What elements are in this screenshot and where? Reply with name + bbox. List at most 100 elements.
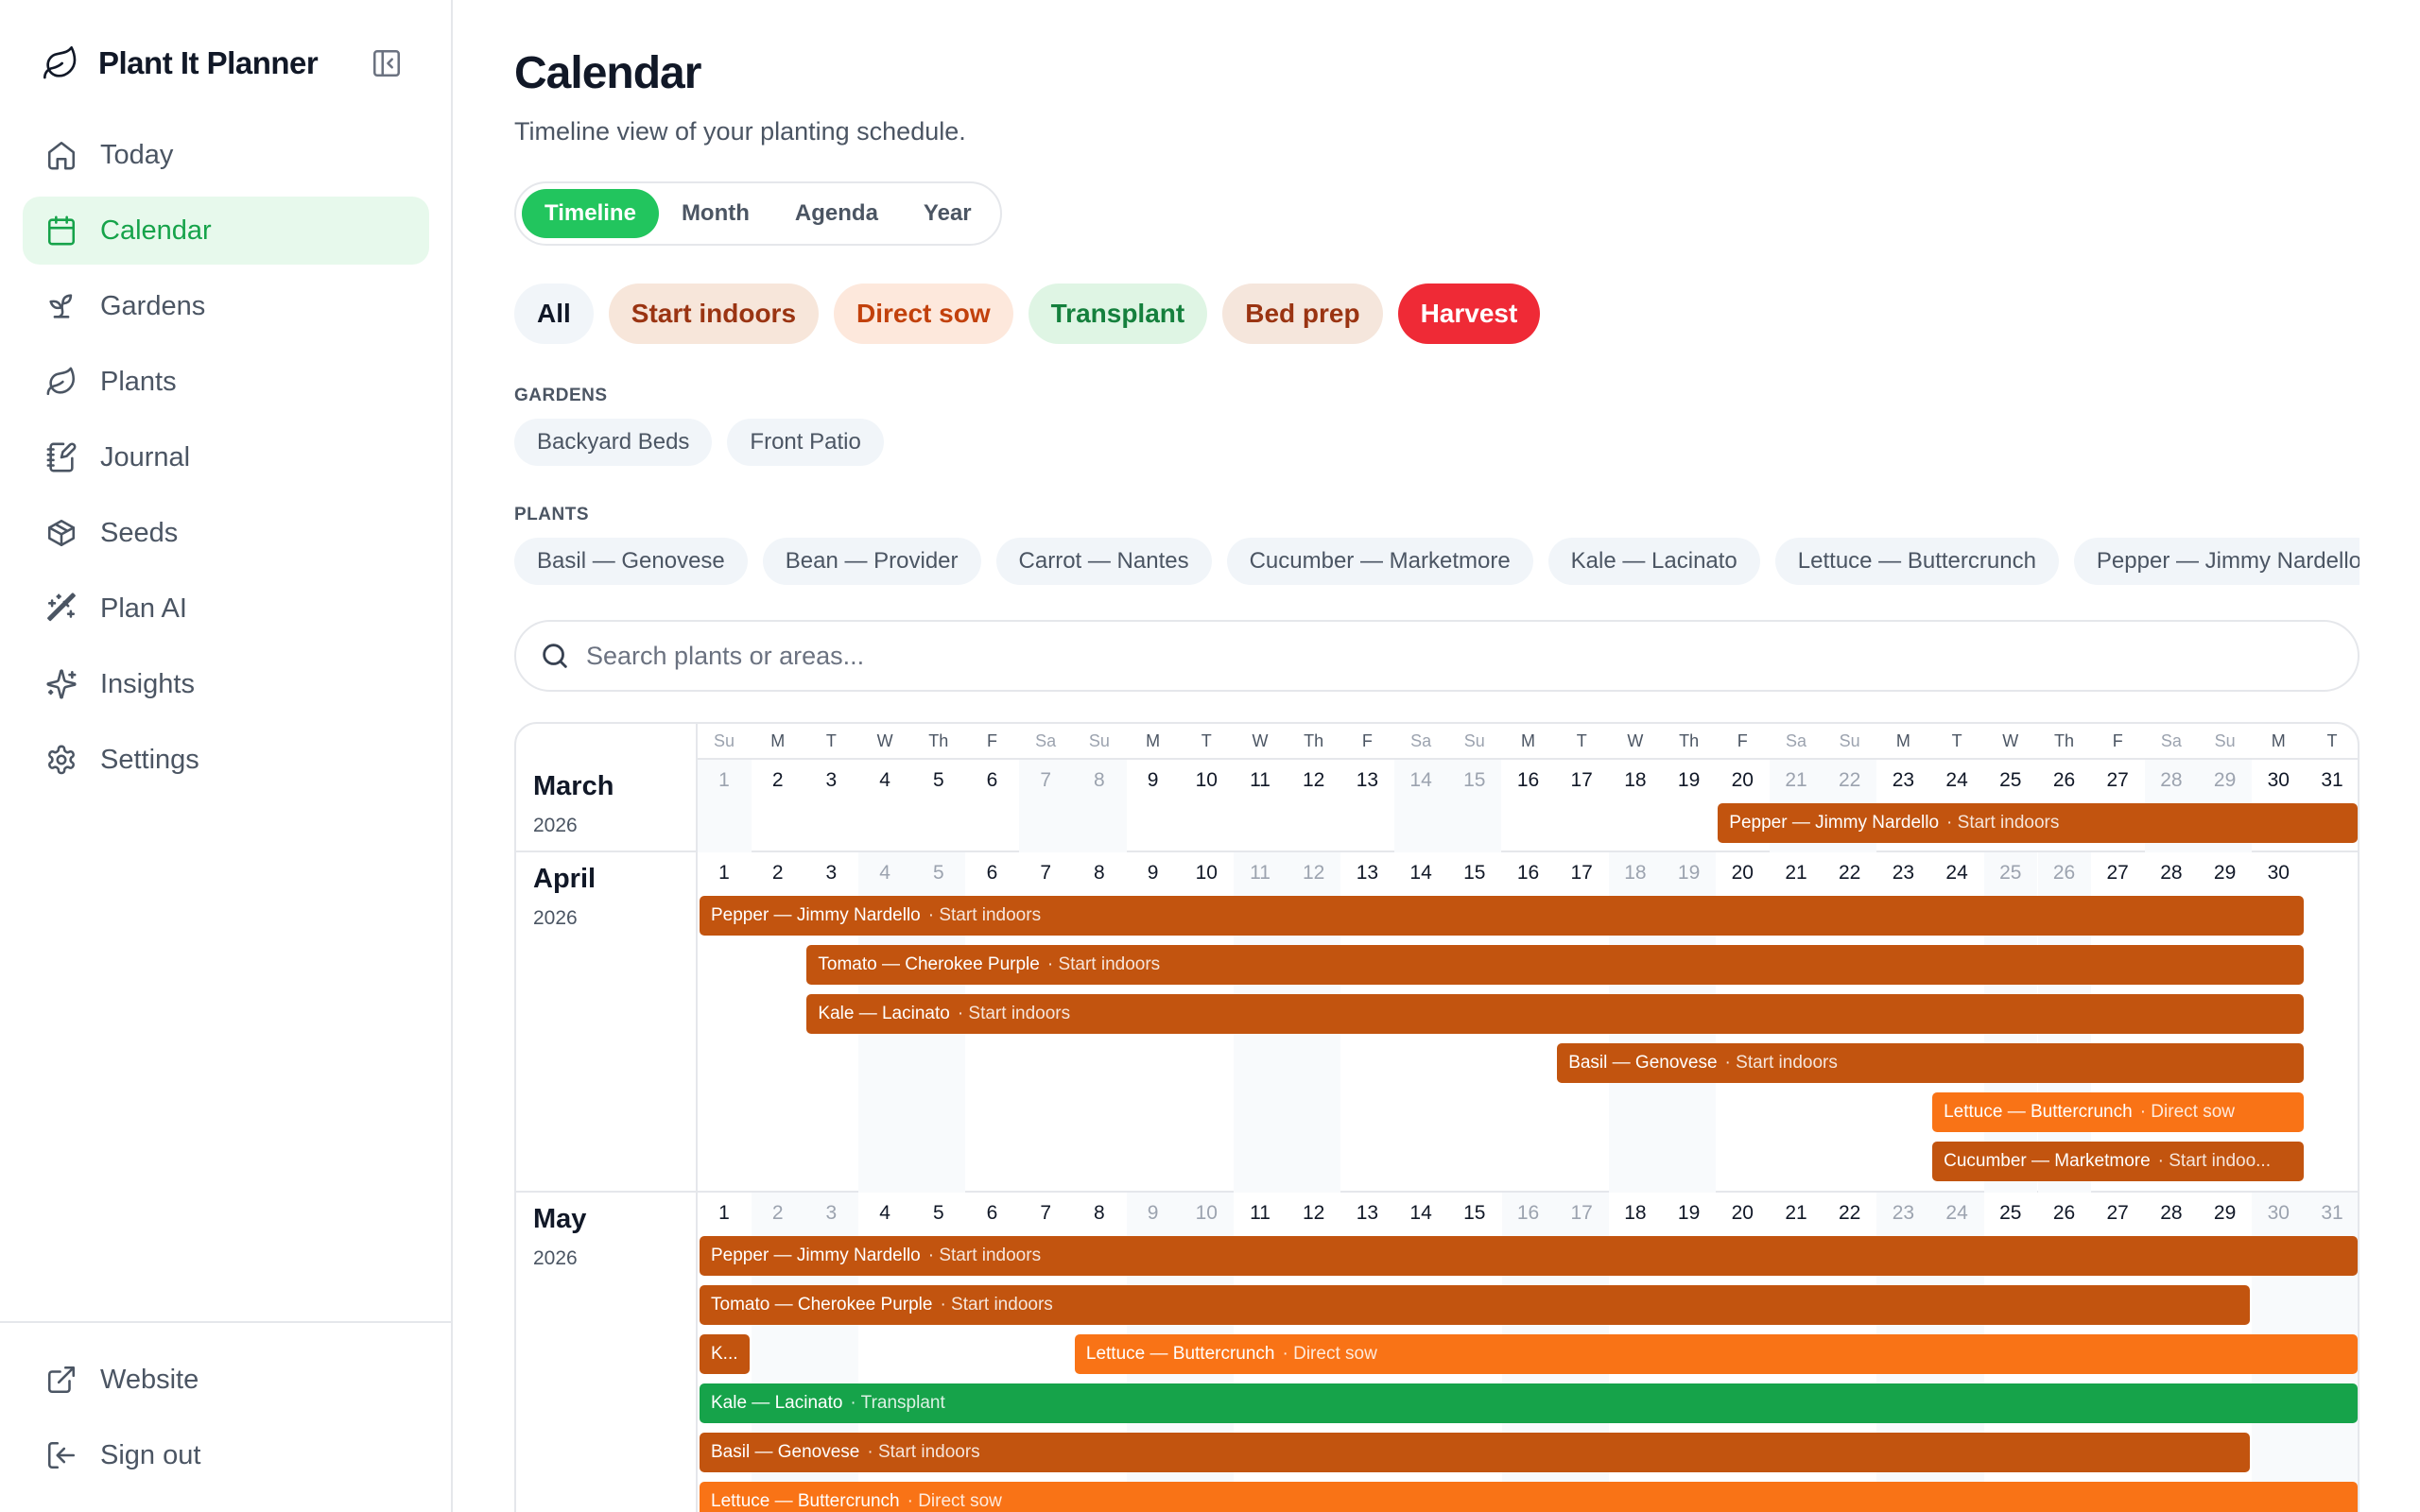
day-number[interactable]: 22 bbox=[1839, 862, 1861, 884]
sidebar-item-calendar[interactable]: Calendar bbox=[23, 197, 429, 265]
tab-agenda[interactable]: Agenda bbox=[794, 200, 878, 226]
day-number[interactable]: 17 bbox=[1570, 862, 1593, 884]
day-number[interactable]: 1 bbox=[718, 862, 730, 884]
day-number[interactable]: 3 bbox=[825, 1202, 838, 1224]
event-bar[interactable]: Lettuce — Buttercrunch · Direct sow bbox=[1932, 1092, 2304, 1132]
day-number[interactable]: 22 bbox=[1839, 769, 1861, 791]
event-bar[interactable]: Tomato — Cherokee Purple · Start indoors bbox=[700, 1285, 2251, 1325]
day-number[interactable]: 24 bbox=[1945, 1202, 1968, 1224]
day-number[interactable]: 25 bbox=[1999, 1202, 2022, 1224]
day-number[interactable]: 29 bbox=[2213, 862, 2237, 884]
day-number[interactable]: 27 bbox=[2106, 862, 2129, 884]
day-number[interactable]: 6 bbox=[986, 1202, 998, 1224]
sidebar-item-website[interactable]: Website bbox=[23, 1346, 430, 1414]
day-number[interactable]: 20 bbox=[1731, 862, 1754, 884]
day-number[interactable]: 14 bbox=[1409, 862, 1432, 884]
day-number[interactable]: 27 bbox=[2106, 1202, 2129, 1224]
day-number[interactable]: 6 bbox=[986, 769, 998, 791]
day-number[interactable]: 15 bbox=[1463, 862, 1486, 884]
day-number[interactable]: 2 bbox=[771, 862, 784, 884]
day-number[interactable]: 3 bbox=[825, 769, 838, 791]
day-number[interactable]: 8 bbox=[1094, 862, 1105, 884]
plant-pill[interactable]: Carrot — Nantes bbox=[995, 538, 1212, 585]
day-number[interactable]: 10 bbox=[1195, 769, 1218, 791]
day-number[interactable]: 27 bbox=[2106, 769, 2129, 791]
plant-pill[interactable]: Cucumber — Marketmore bbox=[1226, 538, 1533, 585]
day-number[interactable]: 29 bbox=[2213, 1202, 2237, 1224]
day-number[interactable]: 12 bbox=[1303, 862, 1325, 884]
event-bar[interactable]: Kale — Lacinato · Start indoors bbox=[806, 994, 2304, 1034]
sidebar-item-sign-out[interactable]: Sign out bbox=[23, 1421, 430, 1489]
day-number[interactable]: 8 bbox=[1094, 769, 1105, 791]
day-number[interactable]: 18 bbox=[1624, 1202, 1647, 1224]
day-number[interactable]: 14 bbox=[1409, 769, 1432, 791]
day-number[interactable]: 8 bbox=[1094, 1202, 1105, 1224]
collapse-sidebar-icon[interactable] bbox=[371, 47, 403, 79]
day-number[interactable]: 26 bbox=[2052, 862, 2076, 884]
day-number[interactable]: 11 bbox=[1250, 862, 1270, 884]
day-number[interactable]: 21 bbox=[1785, 1202, 1807, 1224]
sidebar-item-settings[interactable]: Settings bbox=[23, 726, 429, 794]
sidebar-item-gardens[interactable]: Gardens bbox=[23, 272, 429, 340]
day-number[interactable]: 1 bbox=[718, 769, 730, 791]
day-number[interactable]: 28 bbox=[2160, 769, 2183, 791]
day-number[interactable]: 19 bbox=[1677, 769, 1701, 791]
day-number[interactable]: 18 bbox=[1624, 769, 1647, 791]
day-number[interactable]: 9 bbox=[1147, 769, 1159, 791]
search-input[interactable] bbox=[586, 641, 2288, 671]
tab-year[interactable]: Year bbox=[923, 200, 972, 226]
filter-start-indoors[interactable]: Start indoors bbox=[608, 284, 820, 344]
plant-pill[interactable]: Kale — Lacinato bbox=[1547, 538, 1760, 585]
day-number[interactable]: 2 bbox=[771, 769, 784, 791]
event-bar[interactable]: Basil — Genovese · Start indoors bbox=[1557, 1043, 2304, 1083]
event-bar[interactable]: Lettuce — Buttercrunch · Direct sow bbox=[700, 1482, 2358, 1512]
day-number[interactable]: 10 bbox=[1195, 862, 1218, 884]
day-number[interactable]: 25 bbox=[1999, 769, 2022, 791]
event-bar[interactable]: Pepper — Jimmy Nardello · Start indoors bbox=[1718, 803, 2358, 843]
garden-pill[interactable]: Front Patio bbox=[727, 419, 884, 466]
day-number[interactable]: 7 bbox=[1040, 862, 1052, 884]
day-number[interactable]: 13 bbox=[1356, 862, 1379, 884]
day-number[interactable]: 4 bbox=[879, 1202, 890, 1224]
plant-pill[interactable]: Bean — Provider bbox=[762, 538, 981, 585]
day-number[interactable]: 13 bbox=[1356, 1202, 1379, 1224]
day-number[interactable]: 31 bbox=[2321, 1202, 2343, 1224]
day-number[interactable]: 24 bbox=[1945, 769, 1968, 791]
day-number[interactable]: 16 bbox=[1516, 769, 1540, 791]
day-number[interactable]: 2 bbox=[771, 1202, 784, 1224]
event-bar[interactable]: Lettuce — Buttercrunch · Direct sow bbox=[1074, 1334, 2358, 1374]
day-number[interactable]: 6 bbox=[986, 862, 998, 884]
day-number[interactable]: 30 bbox=[2267, 862, 2290, 884]
sidebar-item-plan-ai[interactable]: Plan AI bbox=[23, 575, 429, 643]
tab-month[interactable]: Month bbox=[681, 200, 750, 226]
day-number[interactable]: 4 bbox=[879, 862, 890, 884]
day-number[interactable]: 11 bbox=[1250, 769, 1270, 791]
event-bar[interactable]: Basil — Genovese · Start indoors bbox=[700, 1433, 2251, 1472]
day-number[interactable]: 9 bbox=[1147, 862, 1159, 884]
event-bar[interactable]: Cucumber — Marketmore · Start indoo... bbox=[1932, 1142, 2304, 1181]
day-number[interactable]: 14 bbox=[1409, 1202, 1432, 1224]
filter-bed-prep[interactable]: Bed prep bbox=[1222, 284, 1383, 344]
day-number[interactable]: 19 bbox=[1677, 1202, 1701, 1224]
day-number[interactable]: 10 bbox=[1195, 1202, 1218, 1224]
plant-pill[interactable]: Basil — Genovese bbox=[514, 538, 748, 585]
day-number[interactable]: 23 bbox=[1892, 1202, 1915, 1224]
day-number[interactable]: 20 bbox=[1731, 769, 1754, 791]
day-number[interactable]: 28 bbox=[2160, 1202, 2183, 1224]
filter-direct-sow[interactable]: Direct sow bbox=[834, 284, 1013, 344]
day-number[interactable]: 21 bbox=[1785, 769, 1807, 791]
day-number[interactable]: 28 bbox=[2160, 862, 2183, 884]
event-bar[interactable]: Tomato — Cherokee Purple · Start indoors bbox=[806, 945, 2304, 985]
day-number[interactable]: 4 bbox=[879, 769, 890, 791]
day-number[interactable]: 23 bbox=[1892, 862, 1915, 884]
brand[interactable]: Plant It Planner bbox=[42, 42, 319, 85]
event-bar[interactable]: Pepper — Jimmy Nardello · Start indoors bbox=[700, 1236, 2358, 1276]
day-number[interactable]: 22 bbox=[1839, 1202, 1861, 1224]
day-number[interactable]: 9 bbox=[1147, 1202, 1159, 1224]
garden-pill[interactable]: Backyard Beds bbox=[514, 419, 713, 466]
day-number[interactable]: 15 bbox=[1463, 1202, 1486, 1224]
day-number[interactable]: 12 bbox=[1303, 1202, 1325, 1224]
day-number[interactable]: 30 bbox=[2267, 1202, 2290, 1224]
day-number[interactable]: 15 bbox=[1463, 769, 1486, 791]
event-bar[interactable]: Kale — Lacinato · Transplant bbox=[700, 1383, 2358, 1423]
